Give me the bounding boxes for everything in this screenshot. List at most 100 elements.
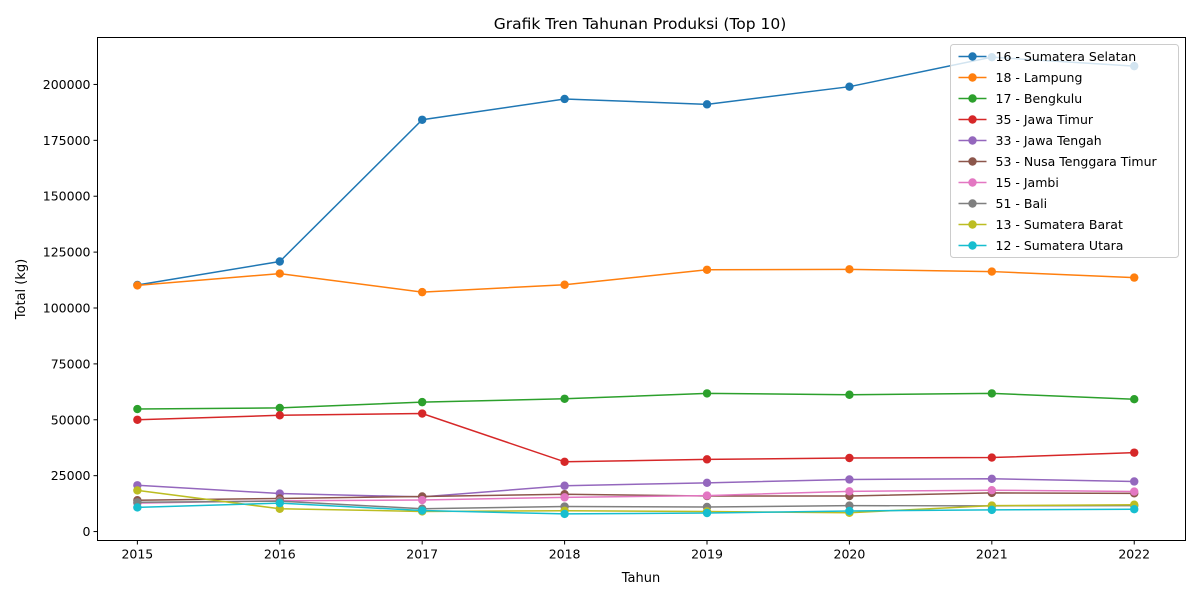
data-point [417, 397, 427, 407]
data-point [560, 509, 569, 519]
data-point [560, 493, 569, 502]
data-point [417, 409, 427, 418]
data-point [560, 457, 569, 467]
y-tick-label: 200000 [43, 77, 91, 92]
y-tick-label: 25000 [51, 468, 91, 483]
legend-item: 53 - Nusa Tenggara Timur [958, 154, 1158, 169]
y-tick-label: 0 [83, 524, 91, 539]
data-point [845, 265, 854, 274]
legend-box [950, 44, 1179, 258]
data-point [560, 280, 569, 289]
legend-item: 17 - Bengkulu [958, 91, 1083, 106]
series-2 [133, 265, 1139, 297]
x-tick-label: 2017 [406, 547, 438, 562]
data-point [702, 491, 712, 500]
data-point [702, 478, 712, 488]
legend-label: 51 - Bali [996, 196, 1048, 211]
x-axis-label: Tahun [621, 571, 660, 586]
data-point [133, 415, 142, 424]
data-point [417, 506, 427, 515]
y-axis: 0 25000 50000 75000 100000 125000 150000 175000… [43, 77, 98, 539]
data-point [702, 455, 712, 464]
x-tick-label: 2021 [976, 547, 1008, 562]
data-point [1130, 273, 1139, 282]
y-tick-label: 125000 [43, 245, 91, 260]
series-3 [133, 389, 1139, 414]
data-point [1130, 448, 1139, 457]
series-5 [133, 474, 1139, 502]
legend-marker [968, 157, 977, 166]
data-point [702, 100, 712, 109]
legend: 16 - Sumatera Selatan 18 - Lampung 17 - Be… [950, 44, 1179, 258]
series-line [137, 489, 1135, 504]
data-point [275, 403, 284, 413]
series-line [137, 489, 1135, 514]
legend-item: 51 - Bali [958, 196, 1048, 211]
series-line [137, 502, 1135, 515]
y-tick-label: 100000 [43, 301, 91, 316]
x-tick-label: 2016 [264, 547, 296, 562]
data-point [560, 481, 569, 490]
data-point [560, 94, 569, 104]
legend-label: 53 - Nusa Tenggara Timur [996, 154, 1158, 169]
x-tick-label: 2020 [834, 547, 866, 562]
data-point [1130, 395, 1139, 404]
legend-marker [968, 94, 977, 103]
series-line [137, 412, 1135, 463]
x-axis: 2015 2016 2017 2018 2019 2020 2021 2022 [121, 540, 1150, 562]
data-point [275, 411, 284, 420]
data-point [702, 508, 712, 518]
legend-label: 18 - Lampung [996, 70, 1083, 85]
x-tick-label: 2015 [121, 547, 153, 562]
series-4 [133, 409, 1139, 467]
legend-item: 35 - Jawa Timur [958, 112, 1094, 127]
plot-area [97, 37, 1186, 541]
legend-label: 16 - Sumatera Selatan [996, 49, 1137, 64]
legend-marker [968, 73, 977, 82]
legend-label: 13 - Sumatera Barat [996, 217, 1123, 232]
data-point [845, 390, 854, 399]
x-tick-label: 2022 [1118, 547, 1150, 562]
y-tick-label: 75000 [51, 356, 91, 371]
legend-item: 18 - Lampung [958, 70, 1083, 85]
data-point [987, 389, 997, 398]
data-point [845, 475, 854, 484]
legend-marker [968, 178, 977, 187]
data-point [845, 487, 854, 496]
legend-marker [968, 115, 977, 124]
legend-label: 33 - Jawa Tengah [996, 133, 1102, 148]
legend-marker [968, 220, 977, 229]
legend-item: 15 - Jambi [958, 175, 1059, 190]
series-line [137, 478, 1135, 498]
data-point [133, 486, 142, 495]
data-point [275, 269, 284, 278]
legend-label: 15 - Jambi [996, 175, 1059, 190]
data-point [133, 503, 142, 512]
data-point [702, 389, 712, 398]
data-point [845, 453, 854, 463]
series-10 [133, 498, 1139, 519]
series-7 [133, 486, 1139, 508]
x-tick-label: 2019 [691, 547, 723, 562]
data-point [987, 486, 997, 495]
y-tick-label: 150000 [43, 189, 91, 204]
legend-item: 13 - Sumatera Barat [958, 217, 1123, 232]
y-axis-label: Total (kg) [14, 259, 29, 320]
data-point [417, 287, 427, 297]
data-point [702, 265, 712, 274]
legend-marker [968, 136, 977, 145]
y-tick-label: 50000 [51, 412, 91, 427]
data-point [987, 505, 997, 515]
legend-label: 17 - Bengkulu [996, 91, 1083, 106]
series-line [137, 392, 1135, 410]
legend-marker [968, 52, 977, 61]
legend-item: 33 - Jawa Tengah [958, 133, 1102, 148]
data-point [133, 404, 142, 414]
series-line [137, 492, 1135, 502]
data-point [845, 82, 854, 91]
data-point [1130, 505, 1139, 514]
data-point [1130, 487, 1139, 496]
chart-title: Grafik Tren Tahunan Produksi (Top 10) [494, 15, 787, 33]
legend-marker [968, 199, 977, 208]
